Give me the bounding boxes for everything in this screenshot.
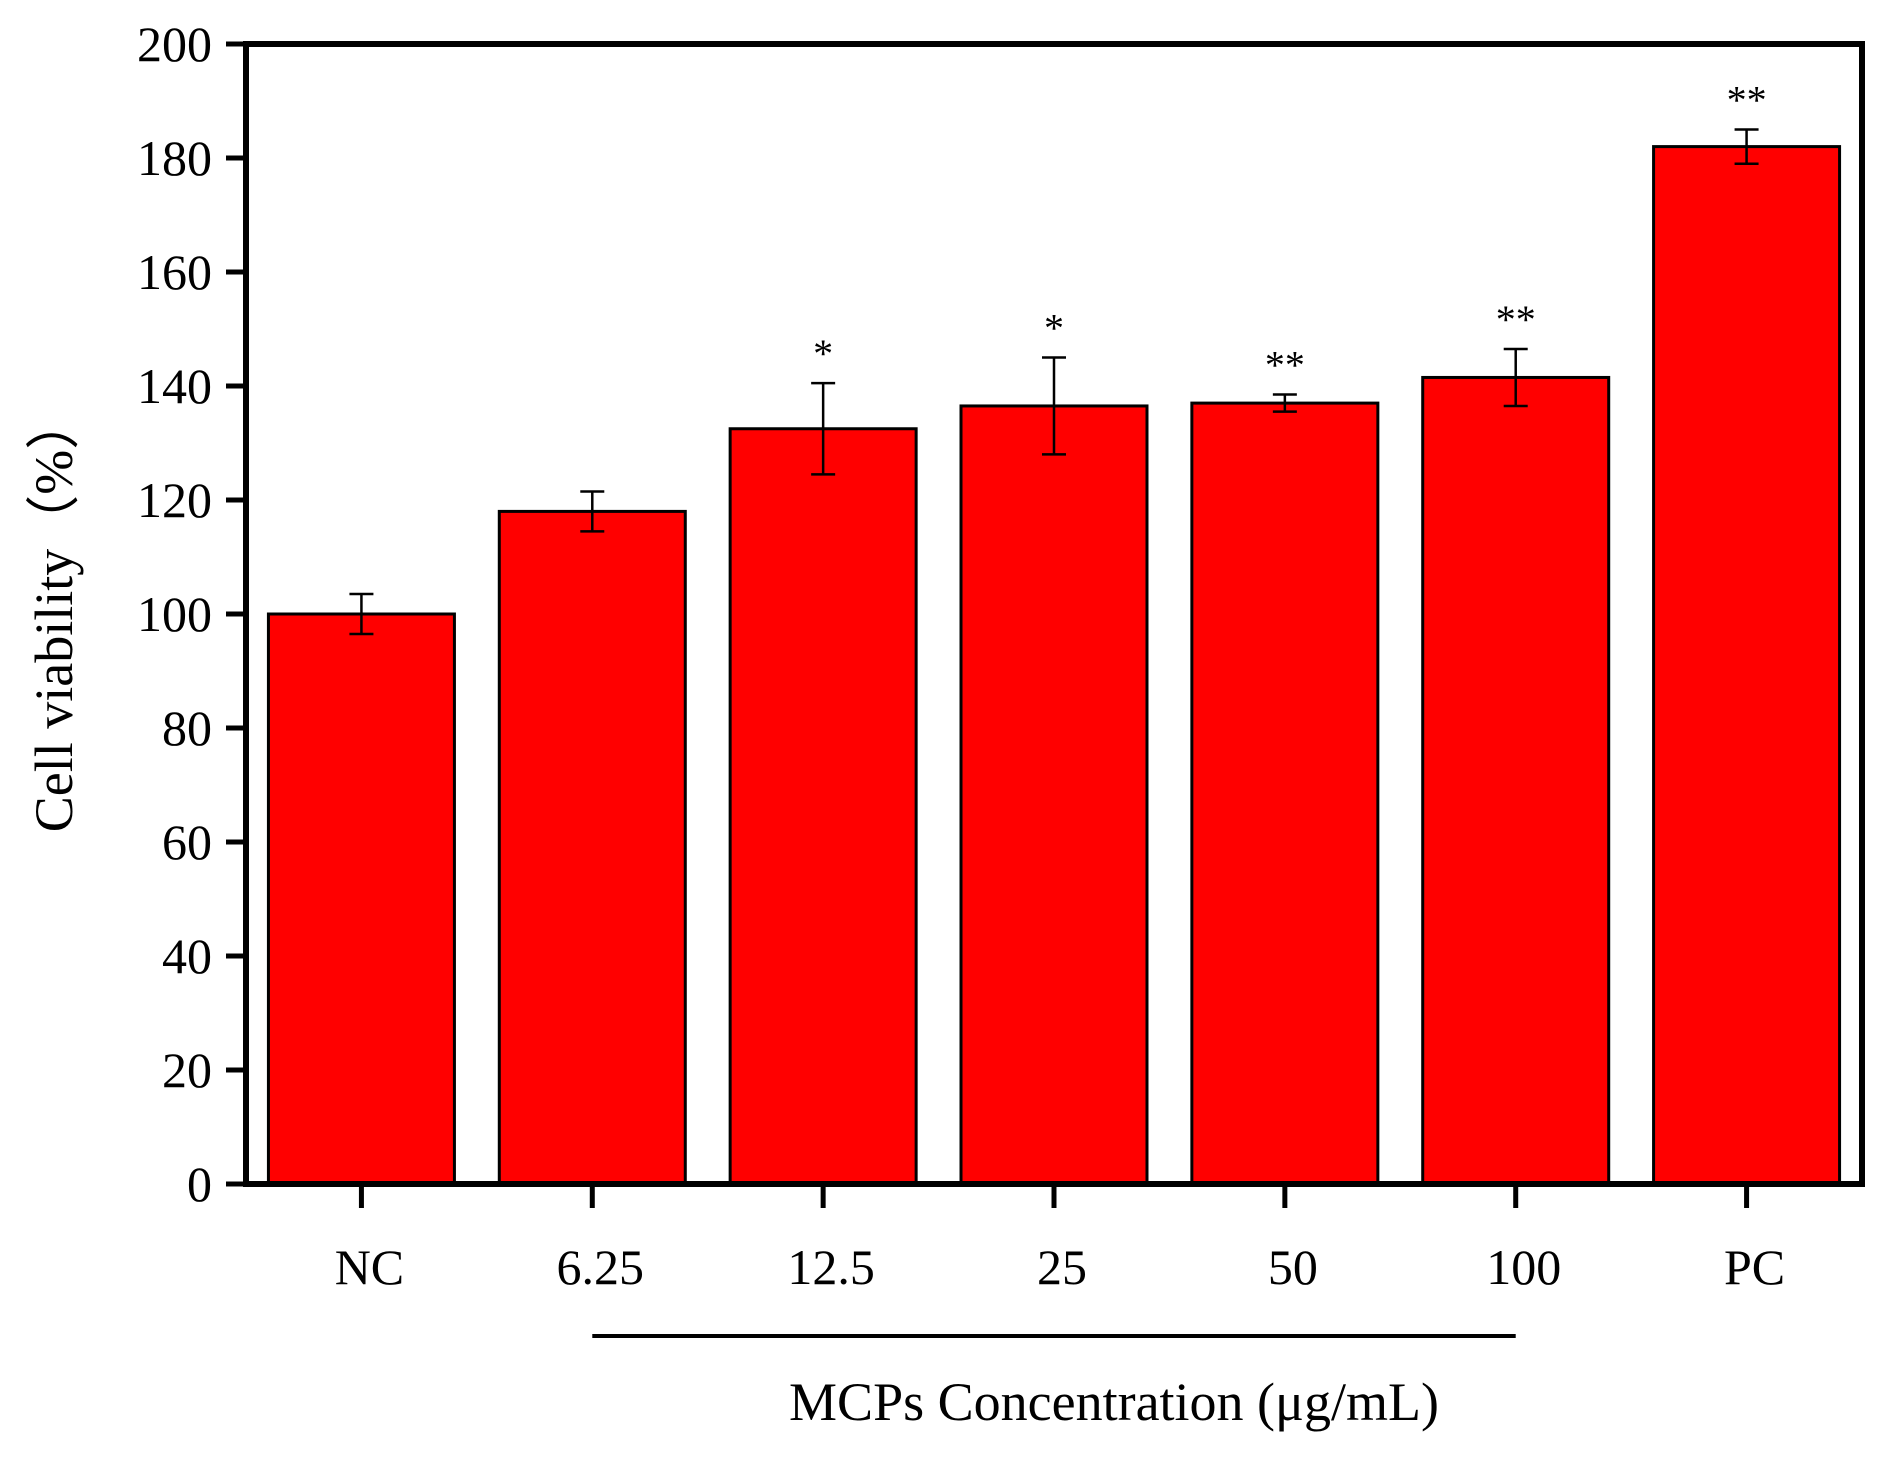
y-tick-label-180: 180 xyxy=(137,130,212,186)
bar-PC xyxy=(1652,145,1842,1186)
y-tick-label-140: 140 xyxy=(137,358,212,414)
y-tick-label-20: 20 xyxy=(162,1042,212,1098)
y-tick-label-100: 100 xyxy=(137,586,212,642)
y-axis-title: Cell viability（%） xyxy=(24,396,84,832)
error-bar-6.25 xyxy=(580,490,605,533)
x-tick-label-PC: PC xyxy=(1724,1239,1785,1295)
y-tick-label-40: 40 xyxy=(162,928,212,984)
significance-layer: ******** xyxy=(813,78,1766,388)
bar-50 xyxy=(1190,401,1380,1186)
x-axis: NC 6.25 12.5 25 50 100 PC xyxy=(335,1184,1785,1295)
error-bar-NC xyxy=(349,592,374,636)
y-tick-label-60: 60 xyxy=(162,814,212,870)
error-bar-25 xyxy=(1042,356,1066,456)
significance-50: ** xyxy=(1265,343,1305,388)
group-label: MCPs Concentration (μg/mL) xyxy=(789,1372,1439,1432)
significance-100: ** xyxy=(1496,297,1536,342)
significance-PC: ** xyxy=(1727,78,1767,123)
significance-25: * xyxy=(1044,306,1064,351)
y-tick-label-80: 80 xyxy=(162,700,212,756)
y-axis: 0 20 40 60 80 100 120 140 160 180 200 xyxy=(137,16,246,1212)
y-tick-label-0: 0 xyxy=(187,1156,212,1212)
x-tick-label-25: 25 xyxy=(1037,1239,1087,1295)
bar-100 xyxy=(1421,375,1611,1186)
bar-12.5 xyxy=(728,427,918,1186)
x-tick-label-50: 50 xyxy=(1268,1239,1318,1295)
significance-12.5: * xyxy=(813,331,833,376)
error-bar-50 xyxy=(1272,393,1297,413)
error-bar-100 xyxy=(1503,347,1528,408)
error-bars-layer xyxy=(349,128,1759,636)
x-tick-label-12.5: 12.5 xyxy=(787,1239,875,1295)
error-bar-12.5 xyxy=(811,381,836,476)
bar-25 xyxy=(959,404,1149,1186)
error-bar-PC xyxy=(1734,128,1759,165)
x-tick-label-6.25: 6.25 xyxy=(557,1239,645,1295)
y-tick-label-120: 120 xyxy=(137,472,212,528)
bar-6.25 xyxy=(497,509,687,1186)
y-tick-label-160: 160 xyxy=(137,244,212,300)
y-tick-label-200: 200 xyxy=(137,16,212,72)
x-tick-label-NC: NC xyxy=(335,1239,404,1295)
bars-layer xyxy=(266,145,1842,1186)
x-tick-label-100: 100 xyxy=(1486,1239,1561,1295)
bar-NC xyxy=(266,612,456,1186)
